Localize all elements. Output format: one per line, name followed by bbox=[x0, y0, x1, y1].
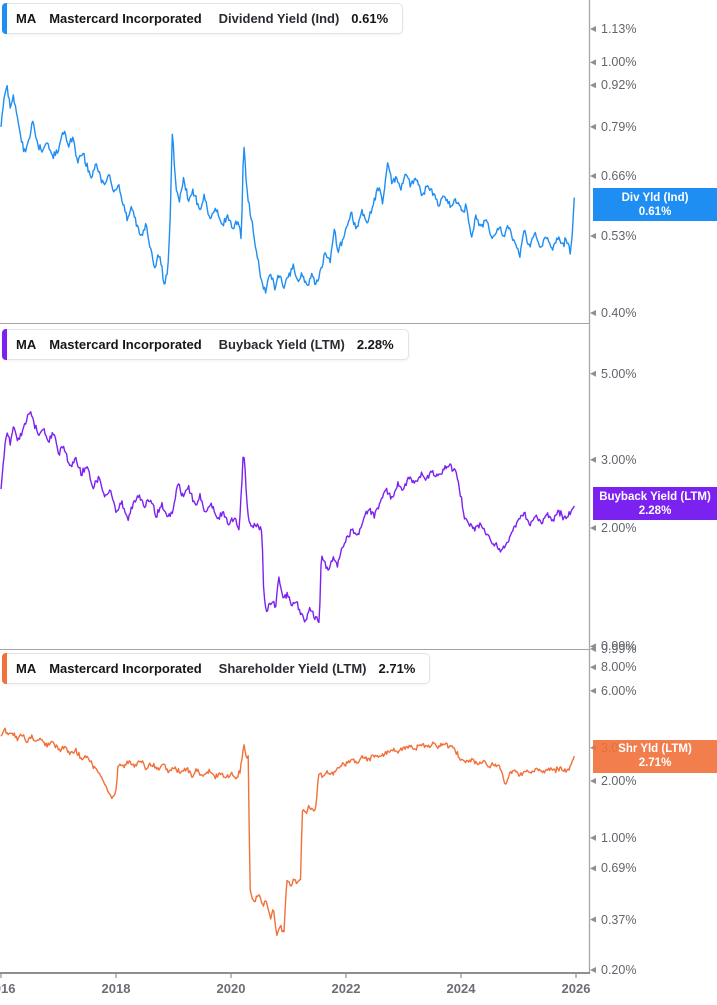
badge-buyback-yield: Buyback Yield (LTM) 2.28% bbox=[593, 487, 717, 521]
y-tick-arrow bbox=[590, 664, 596, 671]
y-tick-arrow bbox=[590, 525, 596, 531]
y-tick-label: 0.40% bbox=[601, 306, 637, 320]
badge-value: 0.61% bbox=[638, 205, 672, 218]
badge-label: Shr Yld (LTM) bbox=[618, 743, 692, 756]
badge-label: Div Yld (Ind) bbox=[621, 191, 689, 204]
badge-label: Buyback Yield (LTM) bbox=[599, 490, 711, 503]
y-tick-label: 0.92% bbox=[601, 78, 637, 93]
y-tick-arrow bbox=[590, 173, 596, 180]
y-tick-label: 3.00% bbox=[601, 452, 637, 467]
shareholder-yield-ltm-line bbox=[0, 727, 575, 936]
legend-dividend-yield[interactable]: MA Mastercard Incorporated Dividend Yiel… bbox=[2, 3, 404, 34]
y-tick-label: 9.99% bbox=[601, 641, 637, 656]
y-tick-arrow bbox=[590, 310, 596, 316]
company-name: Mastercard Incorporated bbox=[49, 11, 202, 26]
y-tick-arrow bbox=[590, 687, 596, 694]
y-tick-arrow bbox=[590, 59, 596, 66]
y-tick-label: 0.99% bbox=[601, 639, 637, 654]
y-tick-arrow bbox=[590, 456, 596, 463]
y-tick-label: 0.79% bbox=[601, 119, 637, 134]
ticker-symbol: MA bbox=[16, 11, 37, 26]
badge-value: 2.71% bbox=[638, 757, 672, 770]
metric-name: Buyback Yield (LTM) bbox=[218, 337, 345, 352]
x-axis-label: 2016 bbox=[0, 981, 16, 996]
metric-value: 0.61% bbox=[351, 11, 389, 26]
company-name: Mastercard Incorporated bbox=[49, 661, 202, 676]
metric-name: Dividend Yield (Ind) bbox=[218, 11, 340, 26]
buyback-yield-ltm-line bbox=[0, 411, 575, 624]
y-tick-label: 2.00% bbox=[601, 521, 637, 535]
badge-dividend-yield: Div Yld (Ind) 0.61% bbox=[593, 188, 717, 222]
metric-value: 2.71% bbox=[378, 661, 416, 676]
y-tick-arrow bbox=[590, 82, 596, 89]
y-tick-label: 1.00% bbox=[601, 55, 637, 70]
y-tick-label: 6.00% bbox=[601, 683, 637, 698]
y-tick-arrow bbox=[590, 26, 596, 32]
legend-buyback-yield[interactable]: MA Mastercard Incorporated Buyback Yield… bbox=[2, 329, 409, 360]
x-axis-label: 2022 bbox=[331, 981, 361, 996]
dividend-yield-ind-line bbox=[0, 84, 575, 294]
metric-value: 2.28% bbox=[356, 337, 394, 352]
y-tick-label: 1.13% bbox=[601, 22, 637, 36]
legend-shareholder-yield[interactable]: MA Mastercard Incorporated Shareholder Y… bbox=[2, 653, 431, 684]
y-tick-arrow bbox=[590, 370, 596, 377]
legend-color-bar bbox=[2, 329, 7, 360]
y-tick-label: 8.00% bbox=[601, 660, 637, 675]
y-tick-arrow bbox=[590, 123, 596, 130]
y-tick-label: 5.00% bbox=[601, 366, 637, 381]
company-name: Mastercard Incorporated bbox=[49, 337, 202, 352]
y-tick-label: 0.53% bbox=[601, 229, 637, 244]
y-tick-arrow bbox=[590, 865, 596, 872]
x-axis-label: 2024 bbox=[446, 981, 476, 996]
y-tick-label: 0.69% bbox=[601, 861, 637, 876]
y-tick-label: 0.66% bbox=[601, 169, 637, 184]
x-axis-label: 2026 bbox=[561, 981, 591, 996]
x-axis-label: 2020 bbox=[216, 981, 246, 996]
y-tick-arrow bbox=[590, 778, 596, 784]
y-tick-arrow bbox=[590, 834, 596, 841]
y-tick-label: 0.37% bbox=[601, 912, 637, 927]
legend-color-bar bbox=[2, 653, 7, 684]
x-axis-label: 2018 bbox=[101, 981, 131, 996]
y-tick-arrow bbox=[590, 916, 596, 923]
y-tick-arrow bbox=[590, 233, 596, 240]
metric-name: Shareholder Yield (LTM) bbox=[218, 661, 367, 676]
y-tick-label: 2.00% bbox=[601, 774, 637, 788]
ticker-symbol: MA bbox=[16, 337, 37, 352]
badge-value: 2.28% bbox=[638, 504, 672, 517]
y-tick-label: 1.00% bbox=[601, 830, 637, 845]
y-tick-arrow bbox=[590, 967, 596, 973]
badge-shareholder-yield: Shr Yld (LTM) 2.71% bbox=[593, 739, 717, 773]
ticker-symbol: MA bbox=[16, 661, 37, 676]
y-tick-arrow bbox=[590, 645, 596, 652]
y-tick-label: 0.20% bbox=[601, 963, 637, 977]
legend-color-bar bbox=[2, 3, 7, 34]
